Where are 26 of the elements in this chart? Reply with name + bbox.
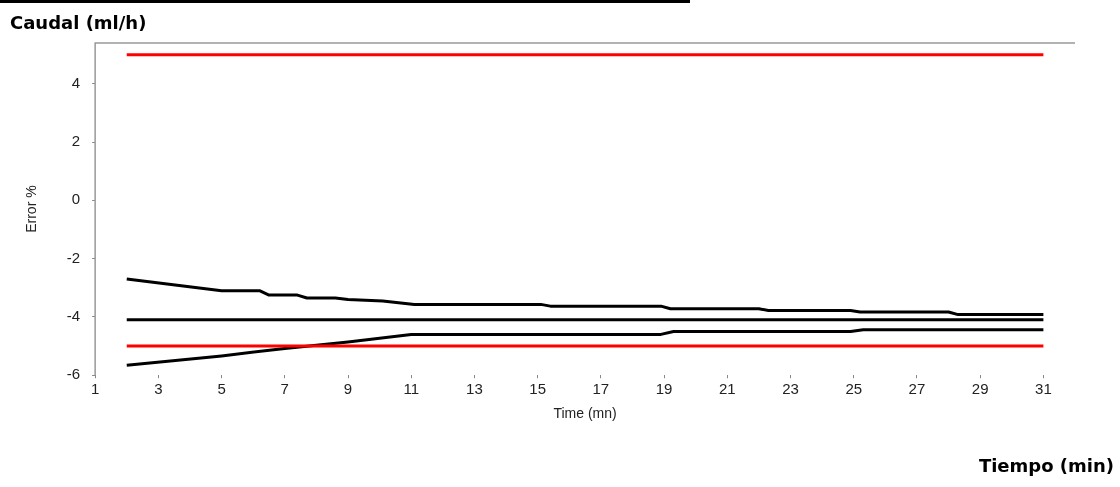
text: Caudal (ml/h): [10, 12, 147, 33]
x-tick-label: 9: [343, 380, 353, 398]
x-tick-label: 7: [280, 380, 289, 398]
y-tick-label: -2: [66, 248, 81, 266]
y-tick-label: 2: [71, 132, 81, 150]
x-tick-label: 1: [90, 380, 100, 398]
x-tick-label: 29: [971, 380, 989, 398]
x-axis-title: Time (mn): [553, 405, 617, 422]
text: Tiempo (min): [978, 455, 1114, 476]
x-tick-label: 17: [592, 380, 610, 398]
x-tick-label: 27: [908, 380, 926, 398]
x-tick-label: 13: [466, 380, 483, 398]
x-tick-label: 23: [782, 380, 799, 398]
y-tick-label: 4: [71, 73, 81, 91]
y-axis-title: Error %: [23, 185, 40, 233]
x-tick-label: 5: [217, 380, 226, 398]
y-tick-label: -4: [66, 307, 81, 325]
x-tick-label: 31: [1035, 380, 1052, 398]
y-tick-label: 0: [71, 190, 81, 208]
x-tick-label: 25: [845, 380, 863, 398]
y-tick-label: -6: [66, 365, 81, 383]
x-tick-label: 11: [403, 380, 420, 398]
x-tick-label: 3: [154, 380, 163, 398]
x-tick-label: 21: [718, 380, 736, 398]
x-tick-label: 15: [529, 380, 546, 398]
x-tick-label: 19: [655, 380, 673, 398]
